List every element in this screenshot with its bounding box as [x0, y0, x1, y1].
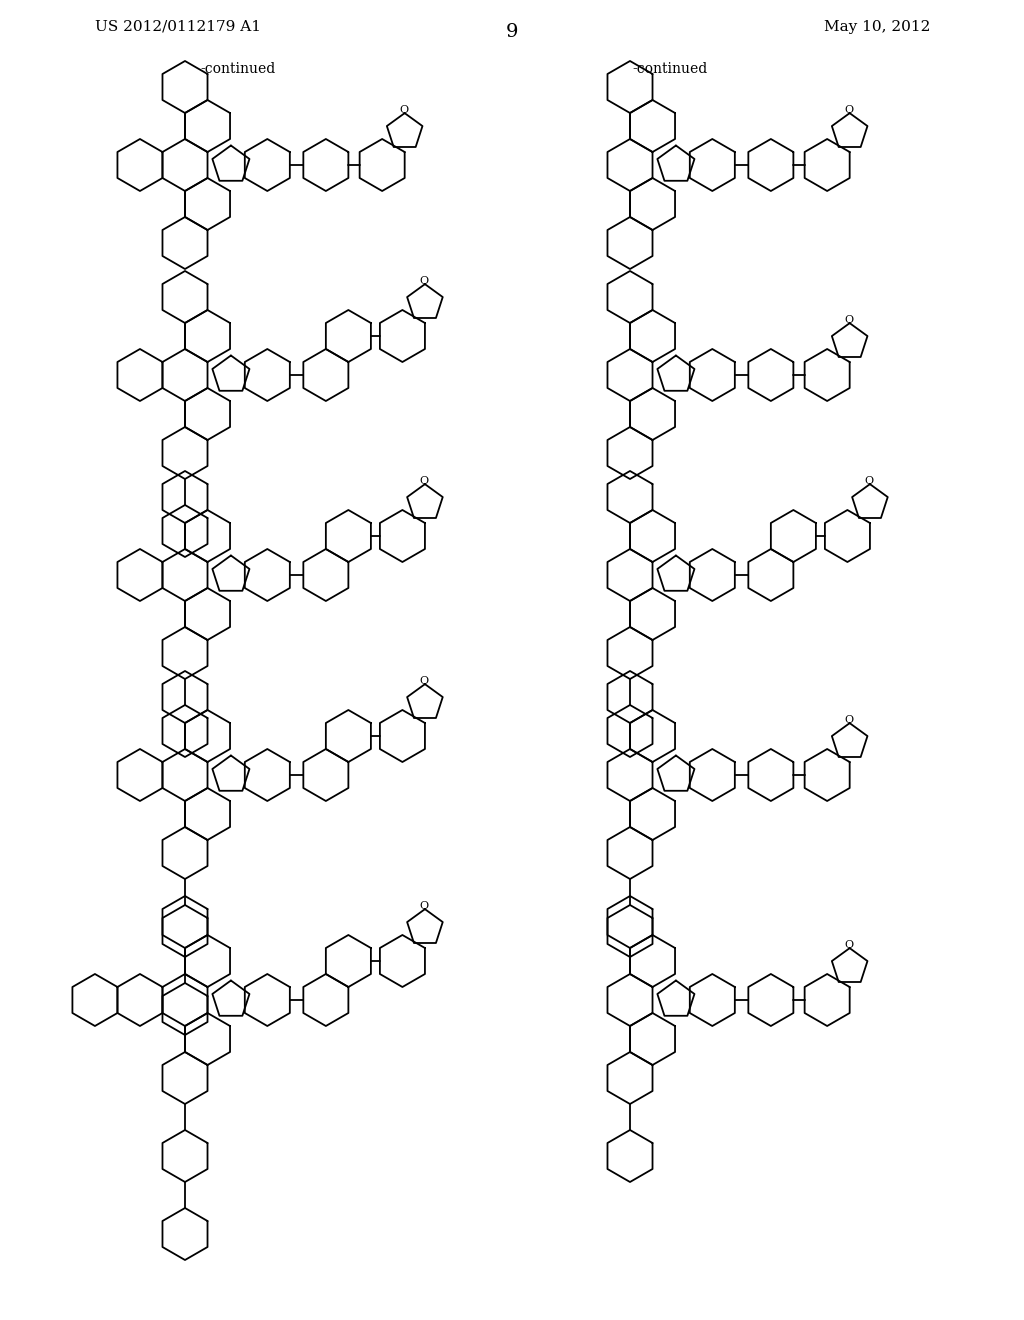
- Text: O: O: [844, 715, 853, 725]
- Text: O: O: [420, 276, 429, 286]
- Text: O: O: [844, 315, 853, 325]
- Text: O: O: [420, 676, 429, 686]
- Text: 9: 9: [506, 22, 518, 41]
- Text: O: O: [844, 940, 853, 950]
- Text: -continued: -continued: [201, 62, 275, 77]
- Text: May 10, 2012: May 10, 2012: [823, 20, 930, 34]
- Text: US 2012/0112179 A1: US 2012/0112179 A1: [95, 20, 261, 34]
- Text: O: O: [420, 477, 429, 486]
- Text: O: O: [399, 106, 409, 115]
- Text: -continued: -continued: [633, 62, 708, 77]
- Text: O: O: [420, 902, 429, 911]
- Text: O: O: [864, 477, 873, 486]
- Text: O: O: [844, 106, 853, 115]
